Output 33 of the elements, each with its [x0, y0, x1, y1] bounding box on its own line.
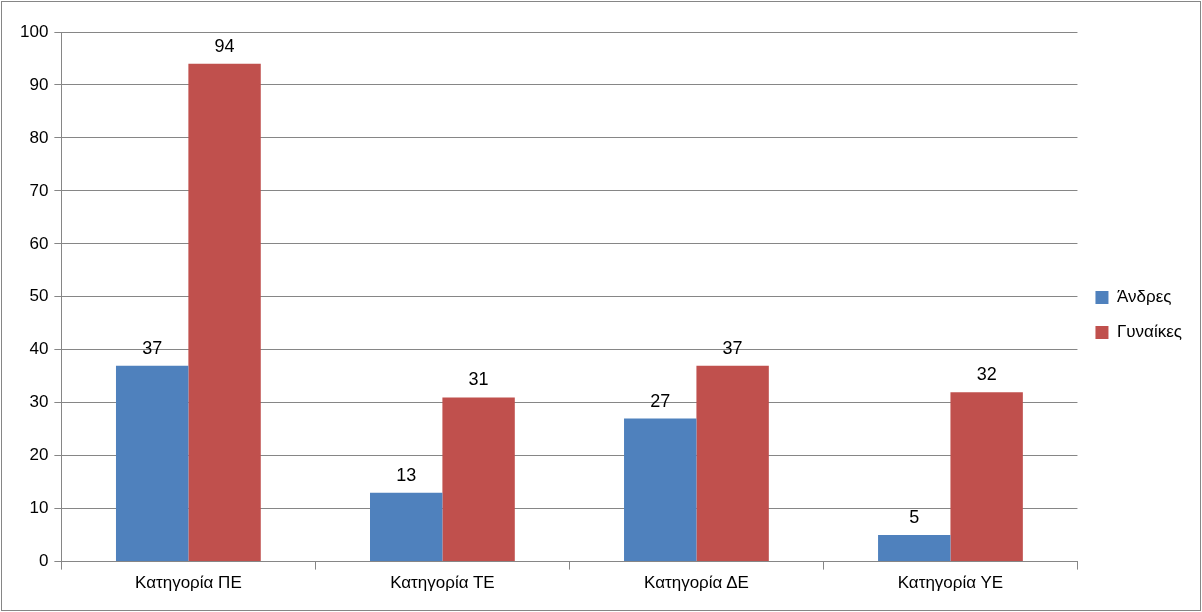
x-tick-label: Κατηγορία ΥΕ — [897, 573, 1004, 593]
y-tick-label: 60 — [29, 233, 49, 253]
data-label: 27 — [650, 390, 671, 411]
data-label: 94 — [214, 35, 235, 56]
data-label: 37 — [142, 337, 163, 358]
data-label: 31 — [468, 369, 489, 390]
y-tick-label: 40 — [29, 339, 49, 359]
data-label: 13 — [396, 464, 417, 485]
y-tick-label: 10 — [29, 498, 49, 518]
y-tick-label: 30 — [29, 392, 49, 412]
bar — [188, 63, 261, 562]
y-tick-label: 50 — [29, 286, 49, 306]
y-tick-label: 80 — [29, 127, 49, 147]
x-tick-label: Κατηγορία ΠΕ — [135, 573, 242, 593]
data-label: 32 — [976, 364, 997, 385]
data-label: 37 — [722, 337, 743, 358]
data-label: 5 — [909, 507, 920, 528]
x-tick-label: Κατηγορία ΤΕ — [390, 573, 495, 593]
y-tick-label: 0 — [38, 551, 49, 571]
legend-label: Άνδρες — [1116, 287, 1172, 307]
bar — [115, 365, 189, 562]
y-tick-label: 70 — [29, 180, 49, 200]
bar — [442, 397, 515, 562]
y-tick-label: 100 — [19, 21, 49, 41]
bar — [370, 492, 443, 562]
legend-label: Γυναίκες — [1116, 322, 1183, 342]
y-tick-label: 20 — [29, 445, 49, 465]
bar — [950, 392, 1023, 562]
x-tick-label: Κατηγορία ΔΕ — [644, 573, 749, 593]
bar — [624, 418, 697, 562]
bar — [696, 365, 769, 562]
bar — [878, 535, 951, 562]
y-tick-label: 90 — [29, 74, 49, 94]
